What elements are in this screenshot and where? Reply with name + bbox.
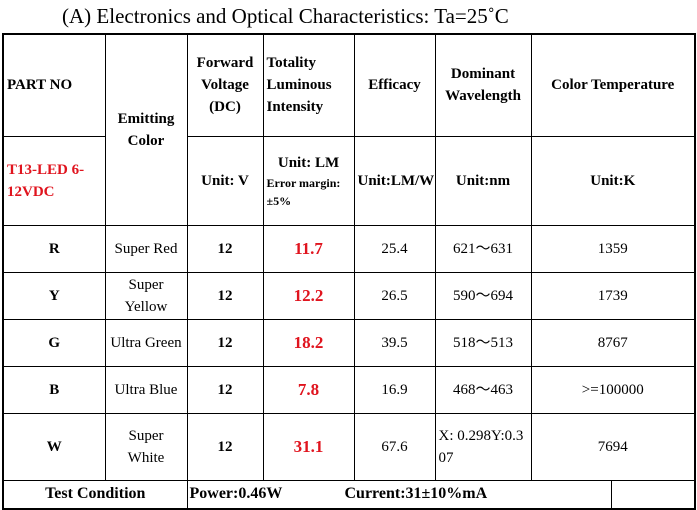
table-cell: 590～694 [434, 271, 532, 320]
table-body: R Super Red 12 11.7 25.4 621～631 1359 Y Super Ye… [2, 224, 696, 481]
table-cell: 1359 [530, 224, 696, 273]
table-cell: 621～631 [434, 224, 532, 273]
error-margin: Error margin:±5% [266, 175, 341, 208]
table-cell: 1739 [530, 271, 696, 320]
unit-cell: Unit:LM/W [353, 135, 436, 226]
table-cell: 12 [186, 271, 264, 320]
table-cell: 8767 [530, 318, 696, 367]
header-cell: Emitting Color [104, 33, 188, 226]
table-cell: 12 [186, 318, 264, 367]
table-cell: >=100000 [530, 365, 696, 414]
table-cell: Ultra Blue [104, 365, 188, 414]
table-cell: Y [2, 271, 106, 320]
table-cell: 25.4 [353, 224, 436, 273]
table-cell: 12 [186, 365, 264, 414]
table-cell: R [2, 224, 106, 273]
empty-cell [610, 480, 695, 508]
table-cell: G [2, 318, 106, 367]
table-cell: 7.8 [262, 365, 355, 414]
table-row: G Ultra Green 12 18.2 39.5 518～513 8767 [2, 318, 696, 367]
table-cell: Super Red [104, 224, 188, 273]
table-row: B Ultra Blue 12 7.8 16.9 468～463 >=100000 [2, 365, 696, 414]
title: (A) Electronics and Optical Characterist… [62, 4, 509, 28]
table-cell: 67.6 [353, 412, 436, 481]
unit-text: Unit: LM [277, 154, 340, 171]
table-cell: 468～463 [434, 365, 532, 414]
table-cell: 12 [186, 412, 264, 481]
table-row: Y Super Yellow 12 12.2 26.5 590～694 1739 [2, 271, 696, 320]
footer-row: Power:0.46W Current:31±10%mA [188, 480, 695, 508]
unit-cell: Unit: V [186, 135, 264, 226]
header-cell: PART NO [2, 33, 106, 137]
table-cell: 518～513 [434, 318, 532, 367]
table-cell: 18.2 [262, 318, 355, 367]
table-cell: W [2, 412, 106, 481]
table-cell: 11.7 [262, 224, 355, 273]
table-cell: X: 0.298Y:0.307 [434, 412, 532, 481]
table-cell: Super Yellow [104, 271, 188, 320]
unit-cell: Unit: LM Error margin:±5% [262, 135, 355, 226]
header-cell: Efficacy [353, 33, 436, 137]
power: Power:0.46W [189, 485, 283, 502]
header-cell: Totality Luminous Intensity [262, 33, 355, 137]
current: Current:31±10%mA [344, 485, 488, 502]
table-cell: 39.5 [353, 318, 436, 367]
unit-cell: Unit:nm [434, 135, 532, 226]
table-cell: 12 [186, 224, 264, 273]
table-cell: 16.9 [353, 365, 436, 414]
footer-label: Test Condition [2, 479, 188, 509]
footer-cell: Power:0.46W Current:31±10%mA [186, 479, 696, 509]
table-cell: 26.5 [353, 271, 436, 320]
table-cell: 7694 [530, 412, 696, 481]
table-cell: B [2, 365, 106, 414]
header-cell: Forward Voltage (DC) [186, 33, 264, 137]
header-cell: Color Temperature [530, 33, 696, 137]
table-cell: Ultra Green [104, 318, 188, 367]
table-row: R Super Red 12 11.7 25.4 621～631 1359 [2, 224, 696, 273]
part-no: T13-LED 6-12VDC [2, 135, 106, 226]
spec-table: PART NO Emitting Color Forward Voltage (… [2, 33, 696, 510]
table-cell: 12.2 [262, 271, 355, 320]
unit-cell: Unit:K [530, 135, 696, 226]
table-cell: 31.1 [262, 412, 355, 481]
header-cell: Dominant Wavelength [434, 33, 532, 137]
table-cell: Super White [104, 412, 188, 481]
table-row: W Super White 12 31.1 67.6 X: 0.298Y:0.307 769… [2, 412, 696, 481]
